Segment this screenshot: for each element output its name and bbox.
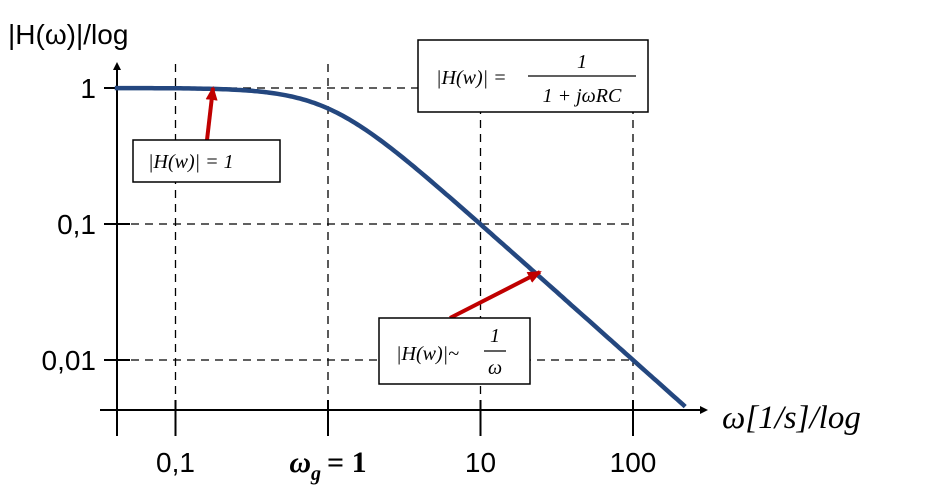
- x-tick-label: 100: [610, 447, 657, 478]
- x-axis-label: ω[1/s]/log: [722, 400, 861, 436]
- y-tick-label: 1: [80, 73, 96, 104]
- annotation-asymptote: |H(w)|~ 1 ω: [378, 270, 542, 385]
- svg-text:1: 1: [490, 325, 500, 347]
- x-tick-label: 0,1: [156, 447, 195, 478]
- ticks: [104, 87, 634, 436]
- svg-text:ω: ω: [488, 357, 502, 379]
- x-tick-label: ωg = 1: [289, 446, 366, 485]
- svg-text:|H(w)| =: |H(w)| =: [436, 67, 507, 89]
- svg-text:1: 1: [577, 51, 587, 73]
- x-tick-label: 10: [465, 447, 496, 478]
- y-tick-label: 0,1: [57, 209, 96, 240]
- svg-text:|H(w)| = 1: |H(w)| = 1: [148, 151, 234, 173]
- svg-text:1 + jωRC: 1 + jωRC: [543, 85, 622, 107]
- y-tick-label: 0,01: [42, 345, 97, 376]
- svg-text:|H(w)|~: |H(w)|~: [396, 343, 459, 365]
- y-axis-label: |H(ω)|/log: [8, 19, 128, 50]
- annotation-transfer-function: |H(w)| = 1 1 + jωRC: [417, 39, 649, 113]
- grid-lines: [117, 64, 634, 410]
- annotation-unity: |H(w)| = 1: [132, 86, 281, 183]
